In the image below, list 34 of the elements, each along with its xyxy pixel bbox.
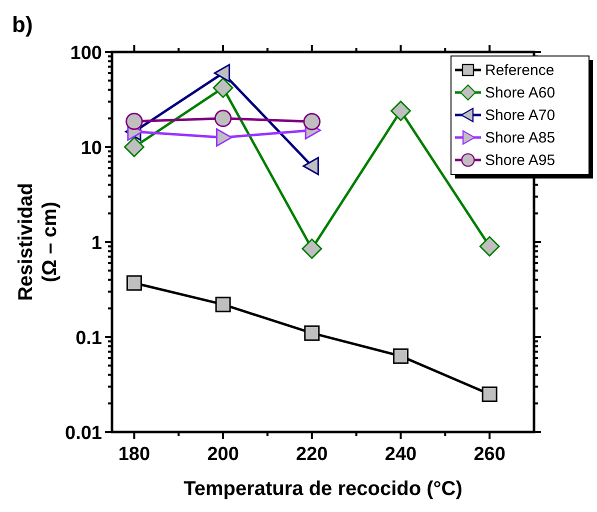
point xyxy=(212,78,234,98)
point xyxy=(215,296,231,312)
legend-label: Shore A60 xyxy=(485,84,556,102)
x-tick-label: 200 xyxy=(207,444,239,465)
point xyxy=(124,136,144,158)
legend-label: Reference xyxy=(485,62,554,79)
point xyxy=(482,386,498,402)
y-tick-label: 0.1 xyxy=(76,328,102,349)
legend-label: Shore A95 xyxy=(485,152,556,169)
point xyxy=(214,64,230,82)
y-axis-title: Resistividad (Ω – cm) xyxy=(15,183,61,301)
point xyxy=(392,348,408,364)
point xyxy=(303,112,321,130)
legend-label: Shore A85 xyxy=(485,130,556,146)
point xyxy=(479,236,500,257)
point xyxy=(302,156,319,176)
y-tick-label: 10 xyxy=(80,138,102,159)
legend-label: Shore A70 xyxy=(485,107,556,124)
point xyxy=(302,238,322,259)
x-axis-title: Temperatura de recocido (°C) xyxy=(184,478,462,500)
point xyxy=(214,110,232,128)
x-tick-label: 260 xyxy=(474,444,506,465)
point xyxy=(216,128,232,147)
y-tick-label: 1 xyxy=(91,233,102,254)
y-tick-label: 0.01 xyxy=(65,423,102,444)
point xyxy=(126,112,143,130)
text: b) xyxy=(12,12,33,37)
point xyxy=(126,275,142,291)
x-tick-label: 220 xyxy=(296,444,328,465)
y-tick-label: 100 xyxy=(70,43,102,64)
x-tick-label: 180 xyxy=(118,444,150,465)
x-tick-label: 240 xyxy=(384,444,417,465)
point xyxy=(390,100,411,122)
point xyxy=(304,325,320,341)
